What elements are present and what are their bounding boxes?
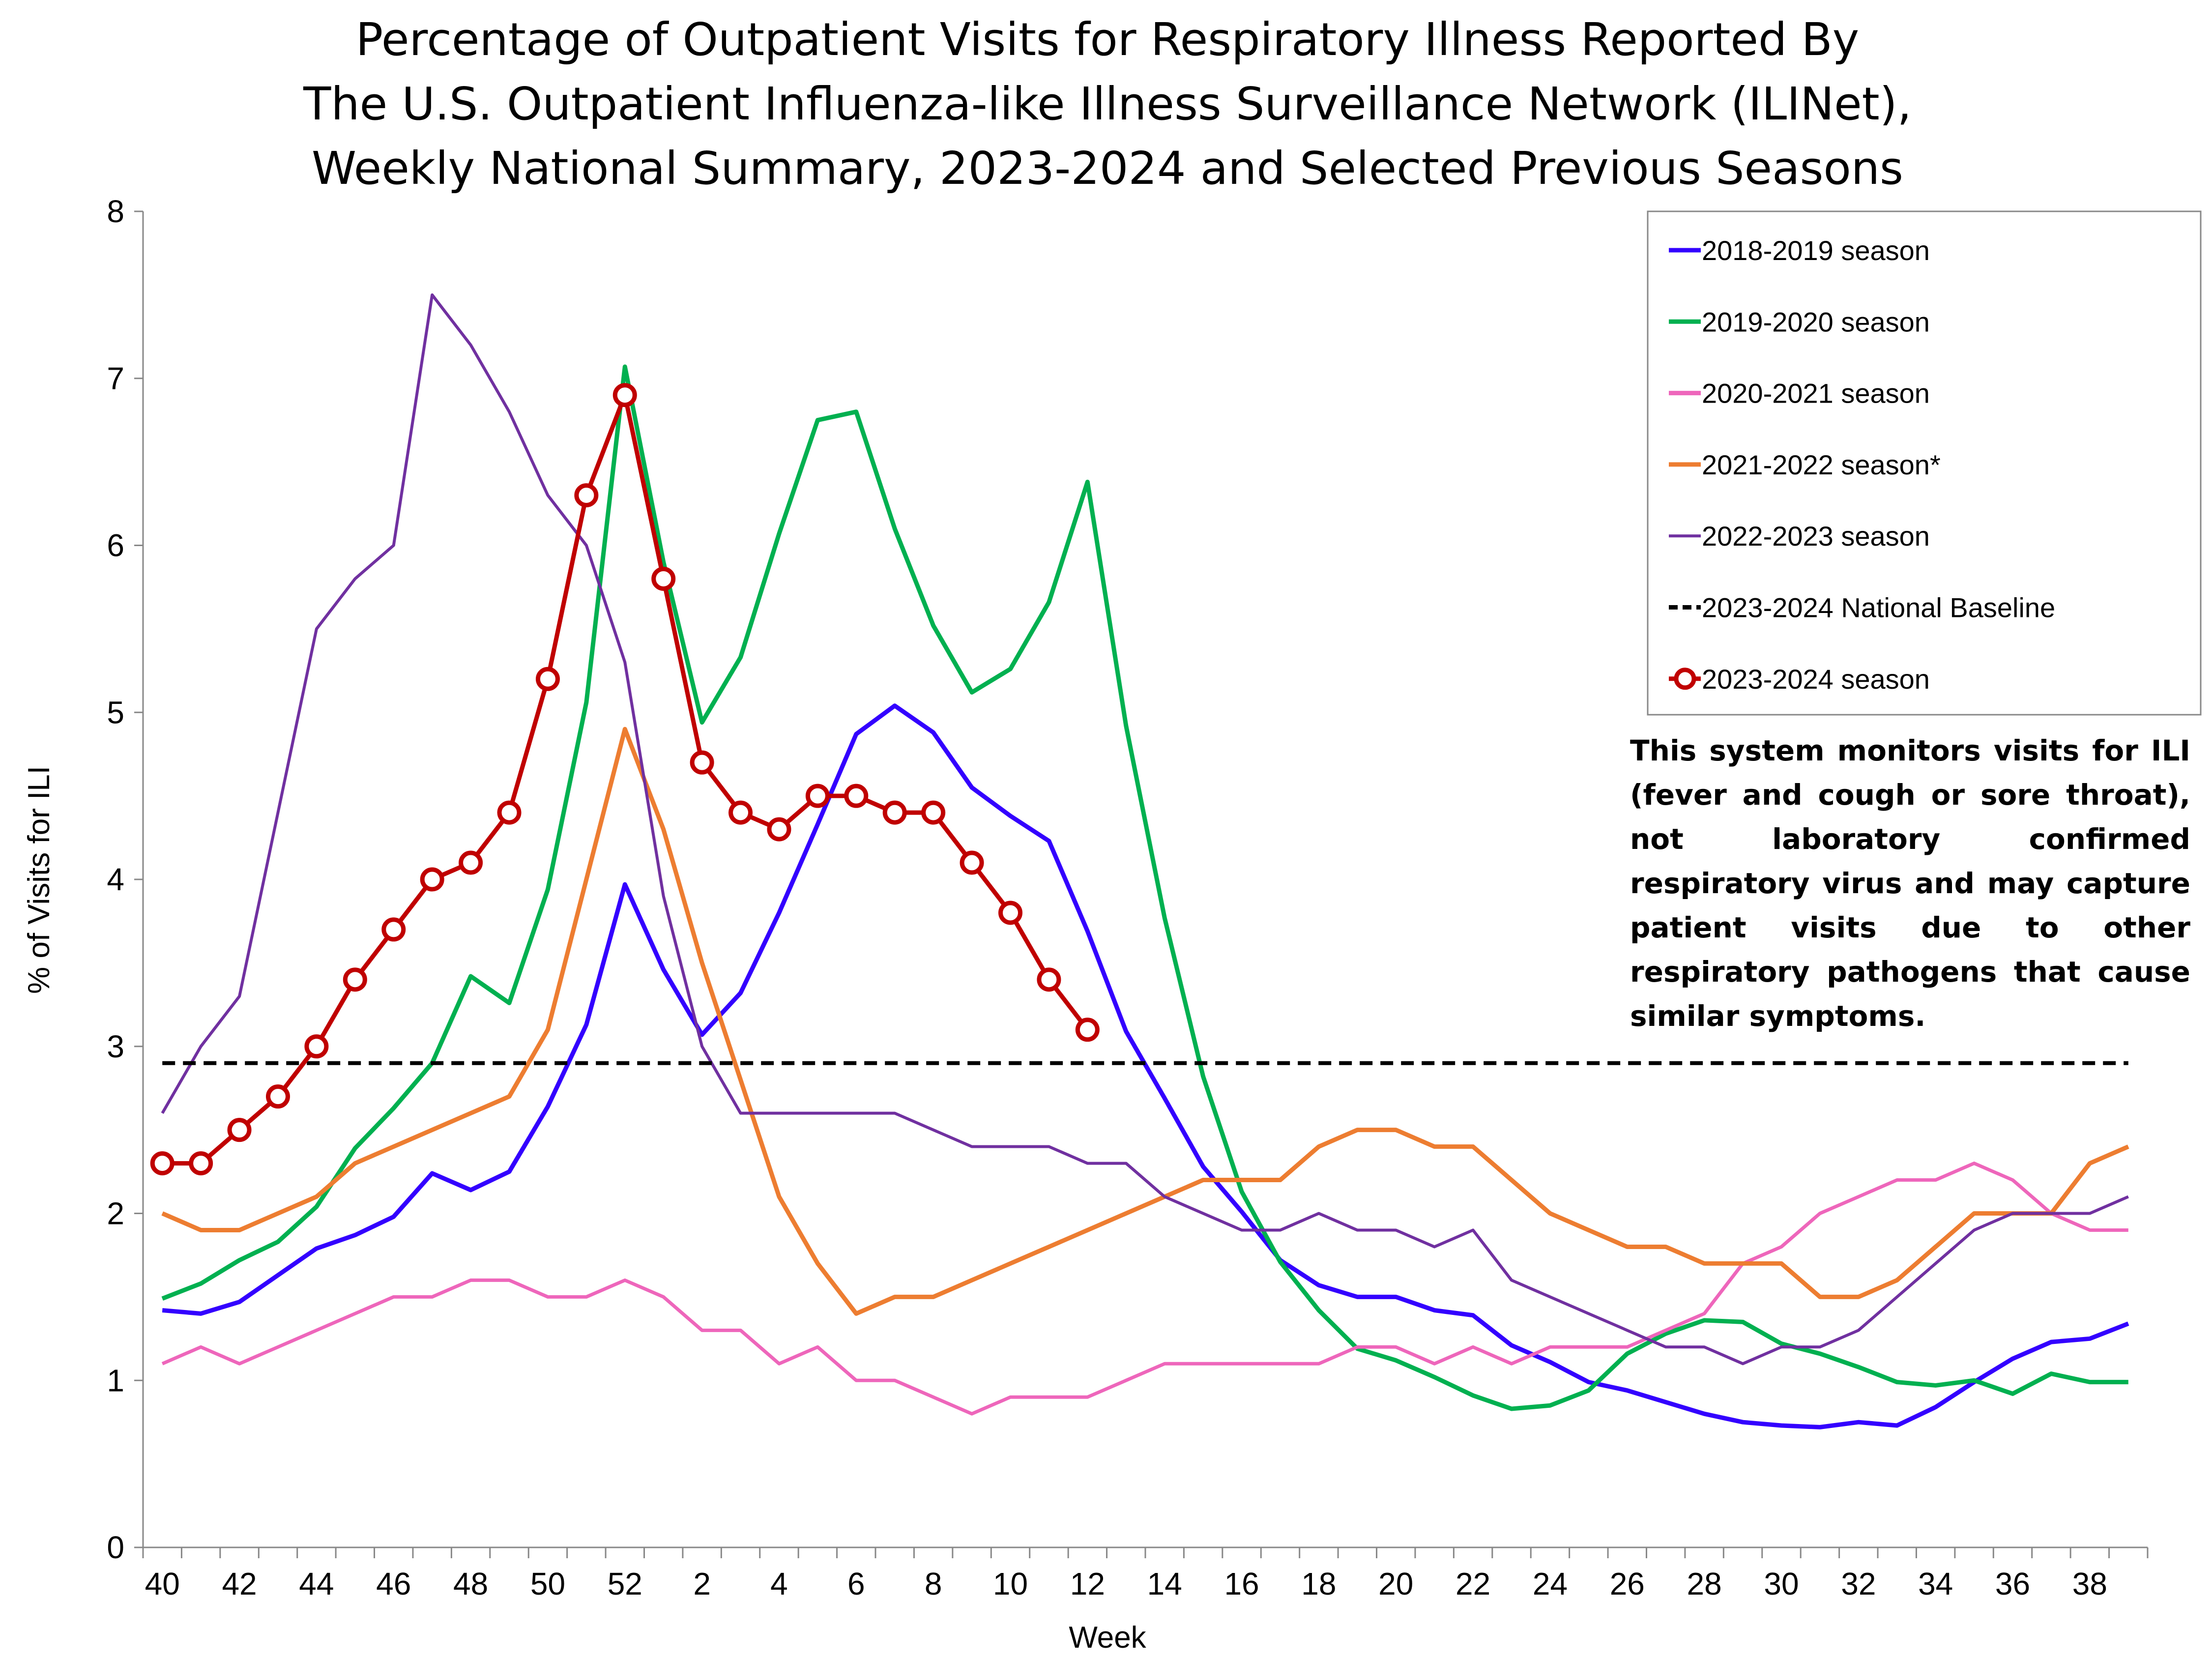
series-2022-2023-season — [161, 293, 2129, 1366]
legend-label: 2023-2024 National Baseline — [1702, 592, 2055, 623]
series-line — [161, 727, 2129, 1316]
y-tick-label: 6 — [107, 528, 124, 563]
data-point-marker — [767, 817, 791, 842]
data-point-marker — [728, 800, 753, 825]
data-point-marker — [612, 383, 637, 407]
x-tick-label: 16 — [1224, 1566, 1259, 1601]
data-point-marker — [227, 1118, 252, 1142]
x-tick-label: 20 — [1378, 1566, 1413, 1601]
data-point-marker — [497, 800, 522, 825]
x-tick-label: 10 — [993, 1566, 1028, 1601]
data-point-marker — [651, 566, 676, 591]
legend-item: 2020-2021 season — [1669, 378, 1930, 409]
x-tick-label: 46 — [376, 1566, 411, 1601]
y-tick-label: 2 — [107, 1196, 124, 1231]
series-2019-2020-season — [161, 364, 2128, 1411]
legend-label: 2019-2020 season — [1702, 306, 1930, 337]
series-2023-2024-season — [150, 383, 1100, 1176]
x-tick-label: 24 — [1533, 1566, 1568, 1601]
x-tick-label: 18 — [1301, 1566, 1336, 1601]
x-tick-label: 34 — [1918, 1566, 1953, 1601]
legend-item: 2019-2020 season — [1669, 306, 1930, 337]
y-tick-label: 4 — [107, 862, 124, 897]
data-point-marker — [1075, 1018, 1100, 1042]
x-tick-label: 28 — [1687, 1566, 1722, 1601]
x-tick-label: 44 — [299, 1566, 334, 1601]
data-point-marker — [343, 967, 367, 992]
series-line — [162, 393, 1089, 1166]
data-point-marker — [921, 800, 946, 825]
legend-item: 2021-2022 season* — [1669, 449, 1941, 480]
legend-item: 2023-2024 season — [1669, 664, 1930, 695]
y-tick-label: 5 — [107, 695, 124, 730]
legend-marker — [1674, 668, 1696, 690]
x-tick-label: 4 — [770, 1566, 788, 1601]
data-point-marker — [265, 1084, 290, 1109]
y-tick-label: 7 — [107, 361, 124, 396]
data-point-marker — [535, 667, 560, 691]
data-point-marker — [150, 1151, 175, 1176]
data-point-marker — [998, 901, 1023, 925]
x-tick-label: 26 — [1610, 1566, 1645, 1601]
data-point-marker — [304, 1034, 329, 1059]
x-axis-label: Week — [1069, 1621, 1146, 1655]
x-tick-label: 42 — [222, 1566, 257, 1601]
x-tick-label: 48 — [453, 1566, 488, 1601]
x-tick-label: 12 — [1070, 1566, 1105, 1601]
series-line — [161, 1162, 2128, 1416]
legend-label: 2018-2019 season — [1702, 235, 1930, 266]
x-tick-label: 36 — [1995, 1566, 2030, 1601]
data-point-marker — [189, 1151, 213, 1176]
legend-box — [1647, 210, 2202, 716]
legend: 2018-2019 season 2019-2020 season 2020-202… — [1669, 235, 2055, 695]
series-line — [161, 364, 2128, 1411]
x-tick-label: 6 — [847, 1566, 865, 1601]
legend-item: 2018-2019 season — [1669, 235, 1930, 266]
legend-label: 2020-2021 season — [1702, 378, 1930, 409]
y-tick-label: 0 — [107, 1530, 124, 1565]
data-point-marker — [805, 784, 830, 808]
data-point-marker — [381, 917, 406, 942]
legend-label: 2022-2023 season — [1702, 521, 1930, 552]
data-point-marker — [574, 483, 599, 508]
data-point-marker — [844, 784, 869, 808]
data-point-marker — [882, 800, 907, 825]
series-2020-2021-season — [161, 1162, 2128, 1416]
x-tick-label: 2 — [693, 1566, 711, 1601]
x-tick-label: 38 — [2072, 1566, 2107, 1601]
legend-label: 2021-2022 season* — [1702, 449, 1941, 480]
chart-title-line-3: Weekly National Summary, 2023-2024 and S… — [312, 142, 1903, 195]
chart-title-line-2: The U.S. Outpatient Influenza-like Illne… — [303, 78, 1912, 130]
legend-item: 2023-2024 National Baseline — [1669, 592, 2055, 623]
data-point-marker — [459, 850, 483, 875]
series-line — [161, 293, 2129, 1366]
x-tick-label: 8 — [925, 1566, 942, 1601]
x-tick-label: 30 — [1764, 1566, 1799, 1601]
x-tick-label: 50 — [530, 1566, 565, 1601]
x-tick-label: 22 — [1455, 1566, 1490, 1601]
x-tick-label: 52 — [608, 1566, 642, 1601]
series-2021-2022-season- — [161, 727, 2129, 1316]
series-layer — [150, 293, 2129, 1429]
y-tick-label: 8 — [107, 194, 124, 229]
data-point-marker — [420, 867, 444, 892]
data-point-marker — [1037, 967, 1061, 992]
data-point-marker — [960, 850, 984, 875]
data-point-marker — [690, 750, 714, 775]
y-tick-label: 1 — [107, 1363, 124, 1398]
x-tick-label: 14 — [1147, 1566, 1182, 1601]
y-axis-label: % of Visits for ILI — [22, 766, 56, 994]
chart-title-line-1: Percentage of Outpatient Visits for Resp… — [356, 13, 1860, 66]
legend-item: 2022-2023 season — [1669, 521, 1930, 552]
x-tick-label: 32 — [1841, 1566, 1876, 1601]
annotation-note: This system monitors visits for ILI (fev… — [1630, 734, 2190, 1033]
x-tick-label: 40 — [145, 1566, 180, 1601]
y-tick-label: 3 — [107, 1029, 124, 1064]
legend-label: 2023-2024 season — [1702, 664, 1930, 695]
